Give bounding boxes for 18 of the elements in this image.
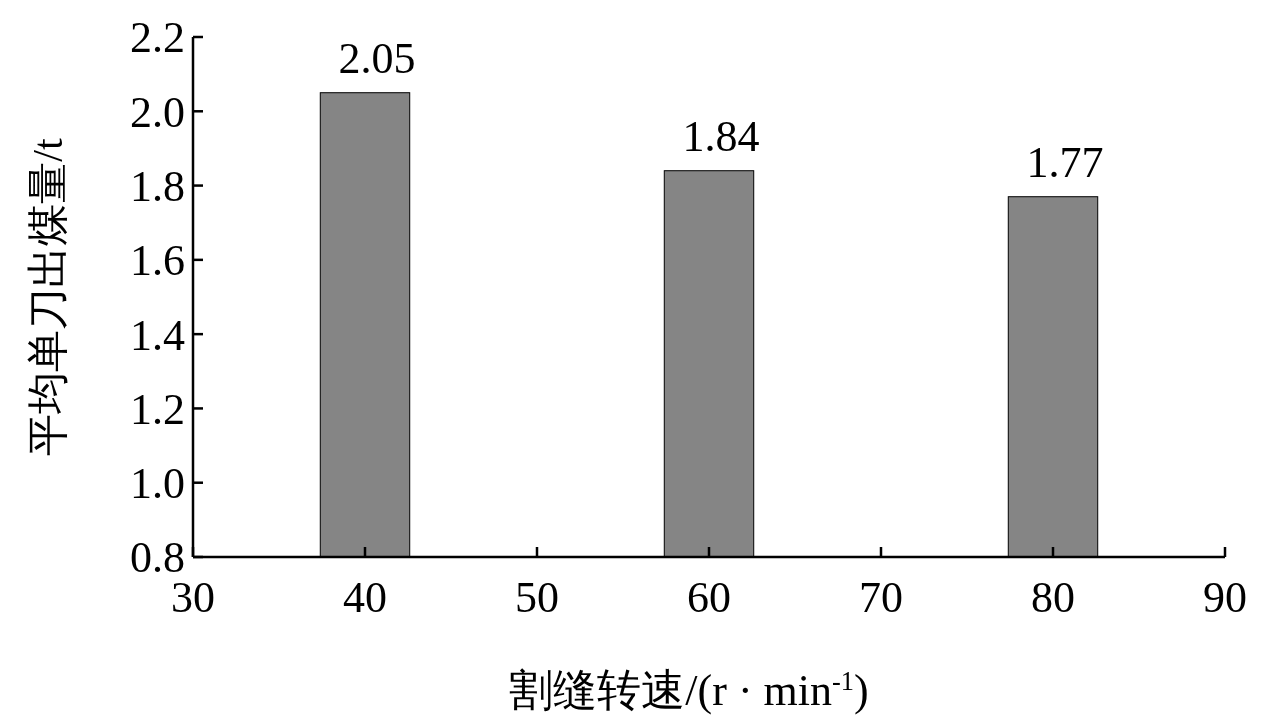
- y-tick-label: 1.0: [130, 459, 185, 509]
- x-tick-label: 40: [343, 573, 387, 622]
- x-axis-title: 割缝转速/(r · min$^{-1}$): [509, 666, 869, 715]
- y-tick-label: 2.0: [130, 87, 185, 137]
- y-tick-label: 1.2: [130, 384, 185, 434]
- y-tick-label: 1.4: [130, 310, 185, 360]
- y-axis-title: 平均单刀出煤量/t: [25, 138, 71, 456]
- x-tick-label: 60: [687, 573, 731, 622]
- y-tick-label: 1.8: [130, 161, 185, 211]
- y-tick-label: 2.2: [130, 13, 185, 63]
- x-tick-label: 70: [859, 573, 903, 622]
- x-tick-label: 50: [515, 573, 559, 622]
- data-label: 1.84: [682, 111, 760, 161]
- data-label: 1.77: [1026, 137, 1104, 187]
- x-tick-label: 90: [1203, 573, 1247, 622]
- x-tick-label: 80: [1031, 573, 1075, 622]
- y-tick-label: 1.6: [130, 236, 185, 286]
- data-label: 2.05: [338, 33, 416, 83]
